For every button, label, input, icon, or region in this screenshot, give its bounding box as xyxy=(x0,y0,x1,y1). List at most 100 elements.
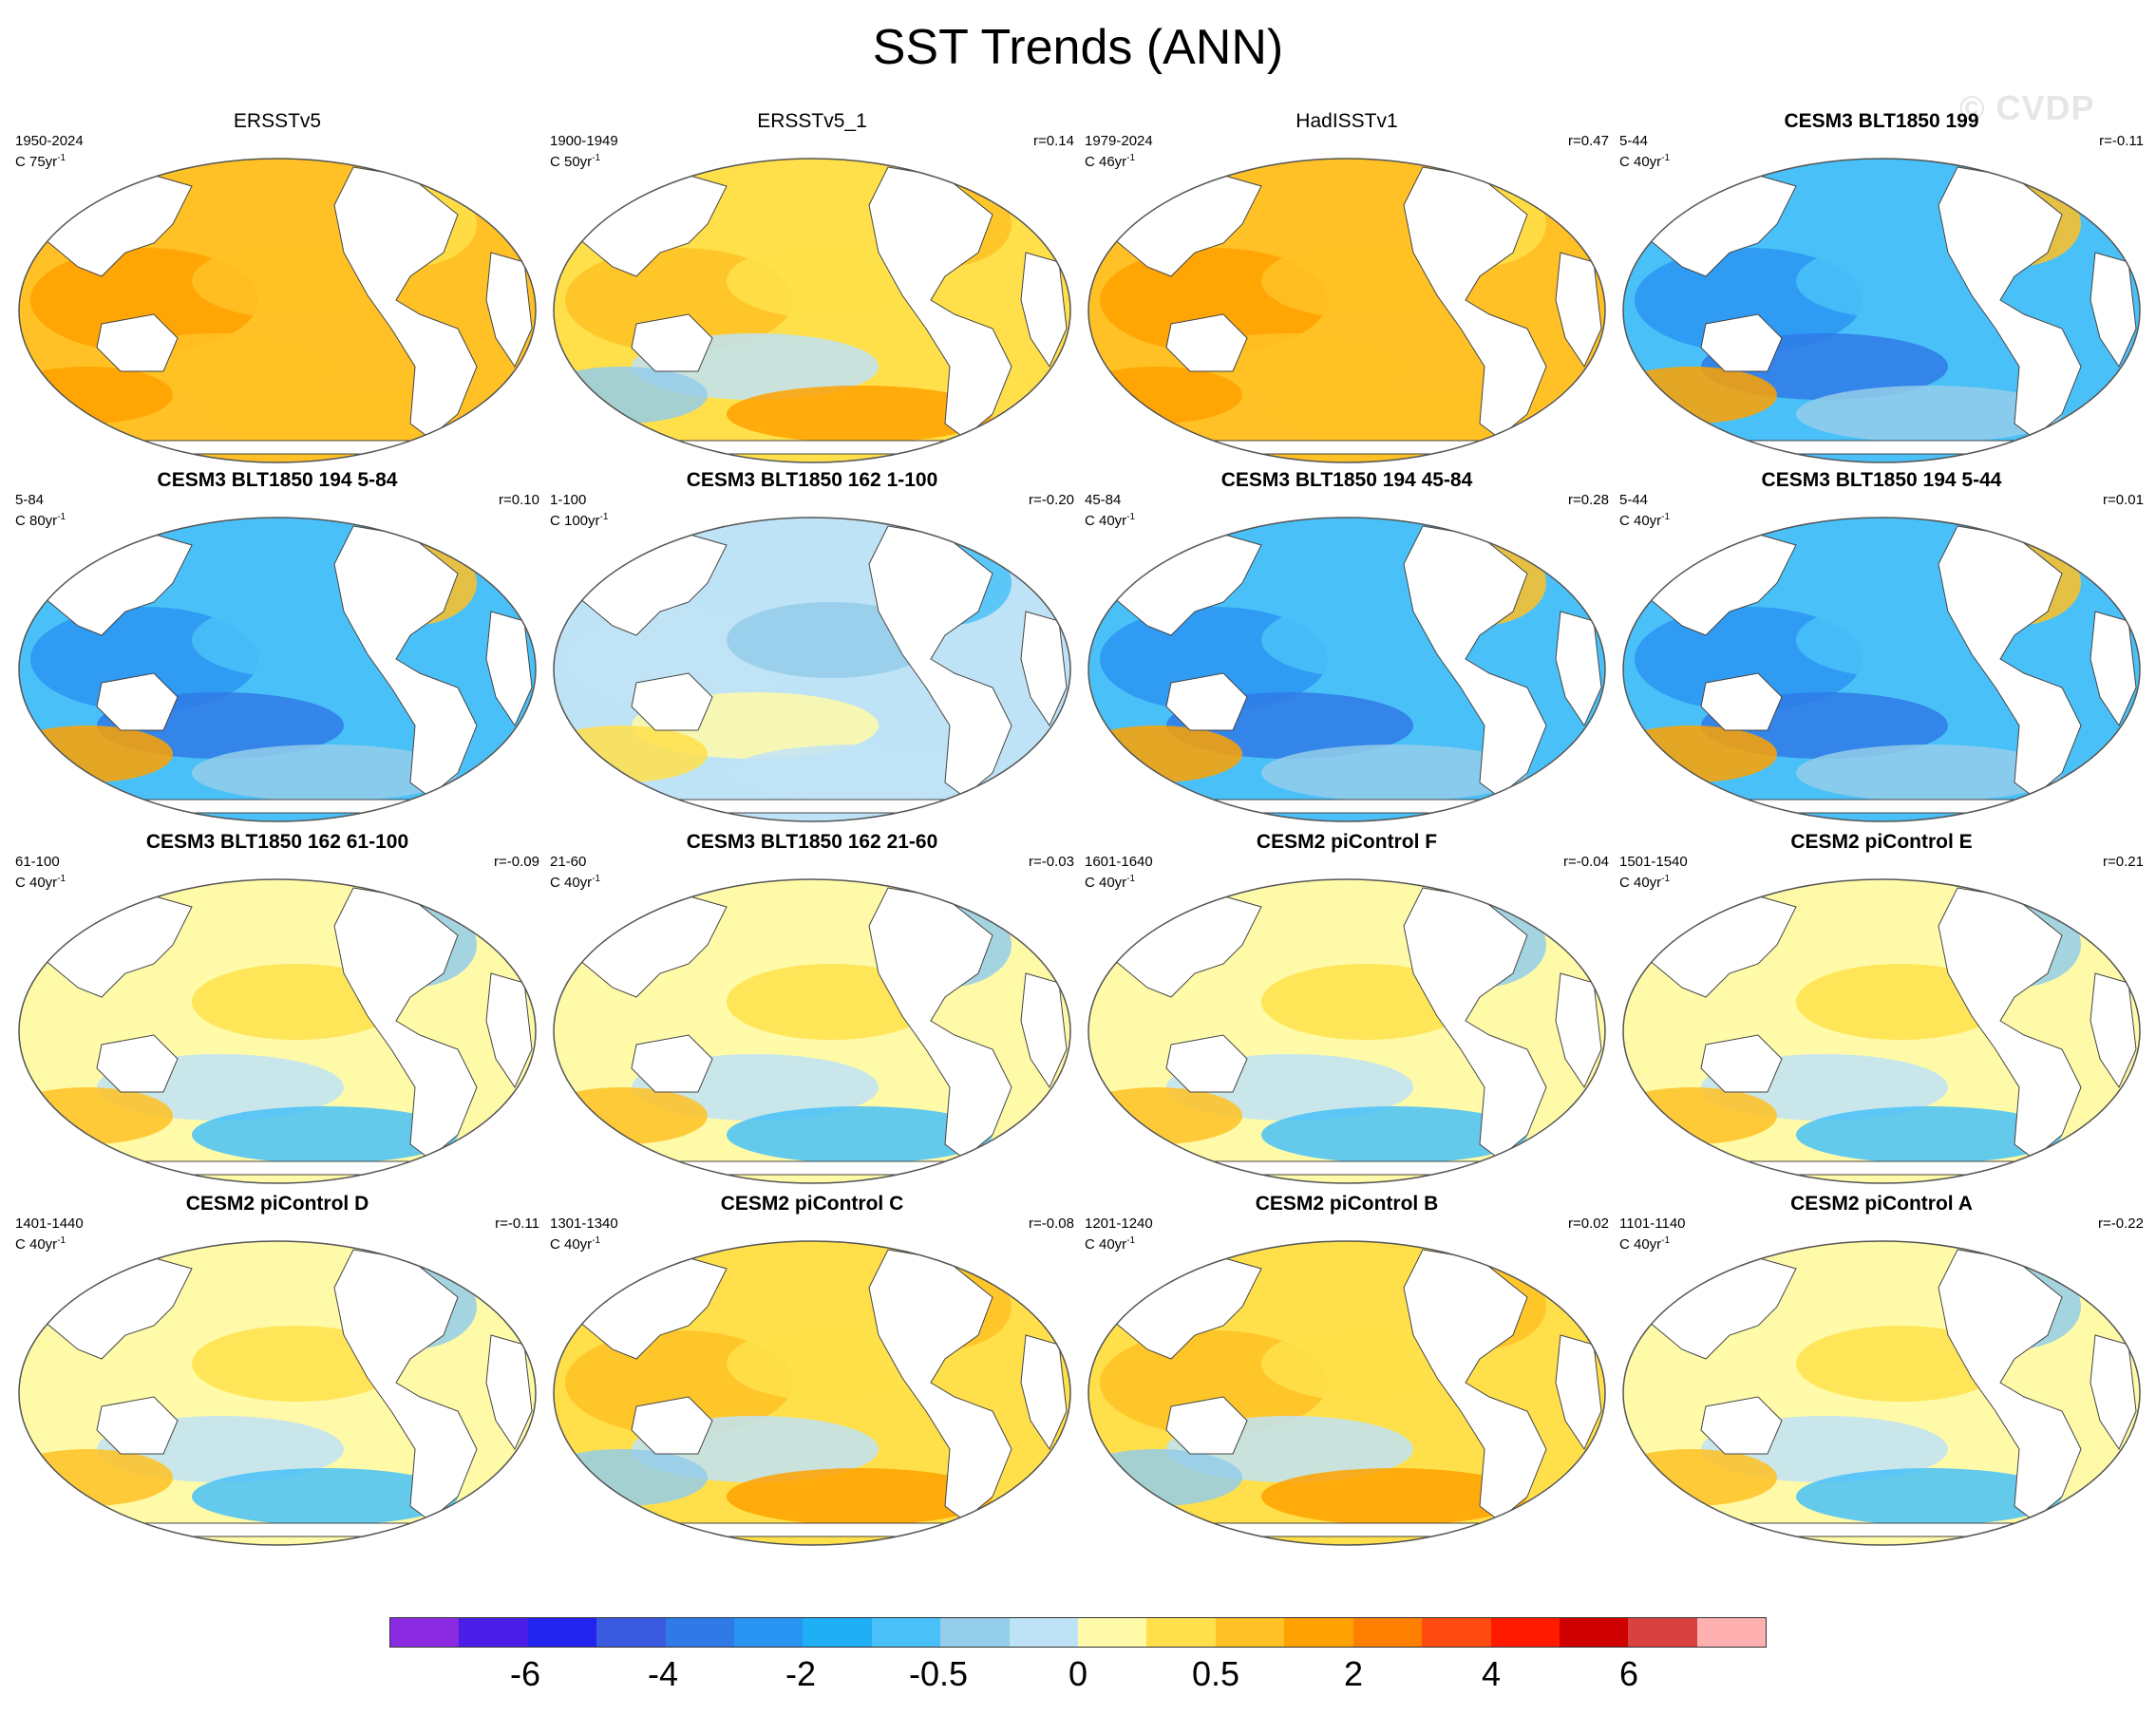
panel-period-units: 1501-1540 C 40yr-1 xyxy=(1619,854,1688,891)
panel-period-units: 1601-1640 C 40yr-1 xyxy=(1085,854,1153,891)
panel-title: CESM2 piControl E xyxy=(1790,831,1973,853)
land-mass xyxy=(123,1522,431,1537)
land-mass xyxy=(1700,672,1783,731)
sst-trend-map xyxy=(18,1240,537,1546)
colorbar-tick-label: 4 xyxy=(1481,1654,1502,1693)
panel-period-units: 1979-2024 C 46yr-1 xyxy=(1085,133,1153,170)
land-mass xyxy=(96,313,179,372)
map-panel: CESM3 BLT1850 194 5-44 5-44 C 40yr-1 r=0.01 xyxy=(1616,469,2147,830)
trend-region xyxy=(727,744,993,801)
colorbar-swatch xyxy=(1284,1618,1353,1647)
map-panel: CESM3 BLT1850 162 61-100 61-100 C 40yr-1 r=… xyxy=(11,831,543,1192)
land-mass xyxy=(1403,1249,1547,1521)
land-mass xyxy=(333,887,478,1159)
colorbar-tick-label: -4 xyxy=(647,1654,679,1693)
colorbar-swatch xyxy=(390,1618,460,1647)
colorbar xyxy=(389,1617,1767,1648)
trend-region xyxy=(1796,386,2062,443)
trend-region xyxy=(1261,1468,1527,1525)
land-mass xyxy=(1193,1522,1501,1537)
land-mass xyxy=(96,1034,179,1093)
trend-region xyxy=(1261,386,1527,443)
map-panel: CESM2 piControl E 1501-1540 C 40yr-1 r=0.21 xyxy=(1616,831,2147,1192)
map-panel: CESM3 BLT1850 199 5-44 C 40yr-1 r=-0.11 xyxy=(1616,110,2147,471)
land-mass xyxy=(1728,1160,2035,1176)
land-mass xyxy=(631,313,713,372)
panel-period-units: 5-44 C 40yr-1 xyxy=(1619,133,1671,170)
cvdp-watermark: © CVDP xyxy=(1959,88,2095,127)
colorbar-swatch xyxy=(1490,1618,1560,1647)
trend-region xyxy=(1796,1106,2062,1163)
land-mass xyxy=(1193,1160,1501,1176)
panel-period-units: 1401-1440 C 40yr-1 xyxy=(15,1216,84,1253)
colorbar-swatch xyxy=(803,1618,872,1647)
land-mass xyxy=(1700,1034,1783,1093)
panel-title: CESM3 BLT1850 162 61-100 xyxy=(145,831,409,853)
panel-period-units: 1201-1240 C 40yr-1 xyxy=(1085,1216,1153,1253)
figure-title: SST Trends (ANN) xyxy=(872,20,1284,75)
trend-region xyxy=(727,386,993,443)
panel-correlation: r=-0.08 xyxy=(1029,1216,1074,1232)
land-mass xyxy=(658,1522,966,1537)
colorbar-swatch xyxy=(1009,1618,1079,1647)
land-mass xyxy=(1938,1249,2082,1521)
land-mass xyxy=(1165,1034,1248,1093)
sst-trend-map xyxy=(18,158,537,463)
panel-correlation: r=-0.20 xyxy=(1029,492,1074,508)
trend-region xyxy=(192,744,458,801)
colorbar-tick-label: 0.5 xyxy=(1191,1654,1240,1693)
map-panel: CESM3 BLT1850 194 45-84 45-84 C 40yr-1 r=0.… xyxy=(1081,469,1613,830)
panel-period-units: 5-84 C 80yr-1 xyxy=(15,492,66,529)
colorbar-tick-label: 2 xyxy=(1343,1654,1364,1693)
colorbar-swatch xyxy=(1628,1618,1697,1647)
sst-trend-map xyxy=(553,878,1071,1184)
colorbar-swatch xyxy=(665,1618,735,1647)
panel-period-units: 1-100 C 100yr-1 xyxy=(550,492,609,529)
sst-trend-map xyxy=(553,158,1071,463)
land-mass xyxy=(1193,799,1501,814)
sst-trend-map xyxy=(18,878,537,1184)
trend-region xyxy=(1796,1468,2062,1525)
land-mass xyxy=(1165,1396,1248,1455)
land-mass xyxy=(123,440,431,455)
sst-trend-map xyxy=(1087,878,1606,1184)
trend-region xyxy=(192,1468,458,1525)
sst-trend-map xyxy=(18,517,537,822)
panel-period-units: 21-60 C 40yr-1 xyxy=(550,854,601,891)
panel-correlation: r=0.01 xyxy=(2103,492,2144,508)
land-mass xyxy=(1165,672,1248,731)
trend-region xyxy=(1261,1106,1527,1163)
panel-period-units: 1900-1949 C 50yr-1 xyxy=(550,133,618,170)
land-mass xyxy=(631,1034,713,1093)
land-mass xyxy=(1728,799,2035,814)
colorbar-swatch xyxy=(940,1618,1010,1647)
land-mass xyxy=(1728,1522,2035,1537)
land-mass xyxy=(1193,440,1501,455)
sst-trend-map xyxy=(553,1240,1071,1546)
map-panel: CESM2 piControl B 1201-1240 C 40yr-1 r=0.02 xyxy=(1081,1193,1613,1554)
sst-trend-map xyxy=(1622,158,2141,463)
sst-trend-map xyxy=(1087,158,1606,463)
land-mass xyxy=(333,1249,478,1521)
panel-title: CESM2 piControl D xyxy=(185,1193,369,1215)
land-mass xyxy=(1700,1396,1783,1455)
panel-period-units: 45-84 C 40yr-1 xyxy=(1085,492,1136,529)
colorbar-swatch xyxy=(1422,1618,1491,1647)
map-panel: CESM3 BLT1850 162 21-60 21-60 C 40yr-1 r=-0… xyxy=(546,831,1078,1192)
colorbar-swatch xyxy=(1078,1618,1147,1647)
panel-title: CESM3 BLT1850 194 5-84 xyxy=(157,469,398,491)
trend-region xyxy=(192,386,458,443)
trend-region xyxy=(1796,744,2062,801)
colorbar-swatch xyxy=(596,1618,666,1647)
colorbar-tick-label: 6 xyxy=(1618,1654,1639,1693)
trend-region xyxy=(727,1468,993,1525)
panel-title: CESM2 piControl B xyxy=(1255,1193,1439,1215)
map-panel: CESM3 BLT1850 162 1-100 1-100 C 100yr-1 r=-… xyxy=(546,469,1078,830)
colorbar-swatch xyxy=(527,1618,597,1647)
land-mass xyxy=(658,1160,966,1176)
map-panel: CESM3 BLT1850 194 5-84 5-84 C 80yr-1 r=0.10 xyxy=(11,469,543,830)
panel-correlation: r=0.21 xyxy=(2103,854,2144,870)
land-mass xyxy=(123,799,431,814)
sst-trend-map xyxy=(1087,1240,1606,1546)
map-panel: ERSSTv5_1 1900-1949 C 50yr-1 r=0.14 xyxy=(546,110,1078,471)
